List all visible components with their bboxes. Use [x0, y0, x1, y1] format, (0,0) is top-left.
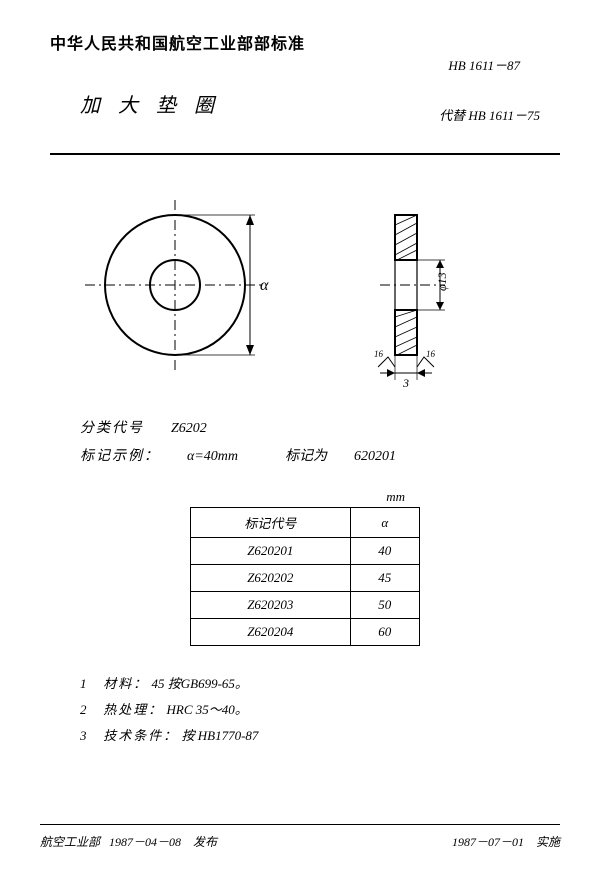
drawing-svg: α	[50, 195, 550, 395]
front-view: α	[85, 200, 269, 370]
table-cell: Z620204	[191, 619, 351, 646]
footer-left: 航空工业部 1987－04－08 发布	[40, 833, 217, 850]
technical-drawing: α	[50, 195, 560, 395]
note-value: 按 HB1770-87	[182, 728, 259, 743]
note-item: 1 材料： 45 按GB699-65。	[80, 671, 560, 697]
replaces-value: HB 1611－75	[468, 108, 540, 123]
table-cell: Z620202	[191, 565, 351, 592]
note-label: 技术条件：	[103, 728, 178, 743]
page: 中华人民共和国航空工业部部标准 HB 1611－87 加大垫圈 代替 HB 16…	[0, 0, 600, 875]
class-label: 分类代号	[80, 421, 144, 436]
class-value: Z6202	[171, 421, 207, 436]
footer: 航空工业部 1987－04－08 发布 1987－07－01 实施	[40, 824, 560, 850]
issue-date: 1987－04－08	[109, 835, 181, 849]
meta-section: 分类代号 Z6202 标记示例： α=40mm 标记为 620201	[80, 415, 560, 471]
table-cell: 40	[350, 538, 419, 565]
example-mark-value: 620201	[354, 449, 396, 464]
dim-thickness-label: 3	[402, 376, 409, 390]
table-cell: 45	[350, 565, 419, 592]
org-title: 中华人民共和国航空工业部部标准	[50, 30, 560, 54]
dim-d13-label: φ13	[435, 272, 449, 291]
replaces-line: 代替 HB 1611－75	[439, 105, 540, 124]
example-alpha: α=40mm	[187, 449, 238, 464]
side-view: φ13 3 16 16	[374, 215, 449, 390]
footer-right: 1987－07－01 实施	[452, 833, 560, 850]
example-label: 标记示例：	[80, 449, 160, 464]
effective-date: 1987－07－01	[452, 835, 524, 849]
table-header: α	[350, 508, 419, 538]
class-line: 分类代号 Z6202	[80, 415, 560, 443]
dim-alpha-label: α	[260, 277, 269, 294]
surface-mark-right: 16	[417, 349, 436, 367]
table-cell: 50	[350, 592, 419, 619]
svg-text:16: 16	[374, 349, 384, 359]
surface-mark-left: 16	[374, 349, 395, 367]
note-num: 1	[80, 671, 100, 697]
replaces-label: 代替	[439, 108, 465, 123]
table-row: Z620203 50	[191, 592, 420, 619]
standard-number: HB 1611－87	[448, 55, 520, 74]
header-rule	[50, 153, 560, 155]
svg-text:16: 16	[426, 349, 436, 359]
example-line: 标记示例： α=40mm 标记为 620201	[80, 443, 560, 471]
note-item: 3 技术条件： 按 HB1770-87	[80, 723, 560, 749]
note-value: HRC 35～40。	[167, 702, 248, 717]
table-row: Z620201 40	[191, 538, 420, 565]
example-mark-label: 标记为	[285, 449, 327, 464]
notes-section: 1 材料： 45 按GB699-65。 2 热处理： HRC 35～40。 3 …	[80, 671, 560, 749]
table-row: Z620204 60	[191, 619, 420, 646]
table-header: 标记代号	[191, 508, 351, 538]
note-value: 45 按GB699-65。	[152, 676, 248, 691]
note-num: 2	[80, 697, 100, 723]
table-cell: 60	[350, 619, 419, 646]
table-cell: Z620201	[191, 538, 351, 565]
note-label: 材料：	[103, 676, 148, 691]
issuer: 航空工业部	[40, 835, 100, 849]
note-label: 热处理：	[103, 702, 163, 717]
data-table: 标记代号 α Z620201 40 Z620202 45 Z620203 50	[190, 507, 420, 646]
note-item: 2 热处理： HRC 35～40。	[80, 697, 560, 723]
effective-label: 实施	[536, 835, 560, 849]
table-row: Z620202 45	[191, 565, 420, 592]
issue-label: 发布	[193, 835, 217, 849]
table-header-row: 标记代号 α	[191, 508, 420, 538]
note-num: 3	[80, 723, 100, 749]
data-table-wrap: mm 标记代号 α Z620201 40 Z620202 45 Z620203	[190, 489, 420, 646]
table-cell: Z620203	[191, 592, 351, 619]
unit-label: mm	[190, 489, 420, 505]
